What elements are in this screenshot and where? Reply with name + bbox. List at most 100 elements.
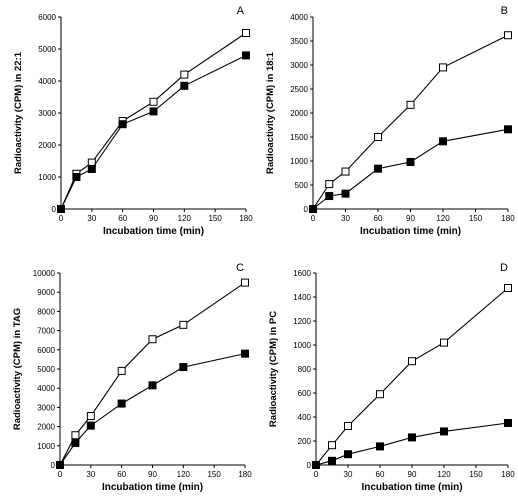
series-line (60, 54, 247, 210)
data-point (344, 450, 352, 459)
series-open-square (57, 29, 250, 213)
series-open-square (56, 278, 249, 469)
data-point (325, 180, 334, 189)
data-point (179, 363, 188, 372)
y-axis-label: Radioactivity (CPM) in TAG (12, 308, 23, 430)
series-filled-square (312, 419, 512, 469)
data-point (374, 164, 382, 173)
data-point (376, 442, 384, 451)
y-tick-label: 7000 (37, 327, 55, 336)
data-point (328, 441, 336, 450)
y-tick-label: 2000 (38, 141, 56, 150)
x-axis-label: Incubation time (min) (102, 482, 203, 493)
series-line (59, 282, 246, 466)
x-tick-label: 0 (314, 470, 319, 479)
panel-label: D (500, 262, 508, 274)
data-point (71, 438, 80, 447)
data-point (148, 335, 157, 344)
data-point (312, 461, 320, 469)
data-point (118, 120, 127, 129)
x-tick-label: 150 (207, 470, 221, 479)
data-point (309, 205, 317, 213)
y-tick-label: 9000 (37, 288, 55, 297)
x-tick-label: 30 (87, 214, 96, 223)
x-tick-label: 90 (148, 470, 157, 479)
x-tick-label: 120 (436, 214, 450, 223)
series-filled-square (56, 349, 249, 469)
y-tick-label: 5000 (37, 365, 55, 374)
x-tick-label: 180 (238, 470, 252, 479)
x-tick-label: 60 (117, 470, 126, 479)
series-line (60, 32, 247, 210)
y-tick-label: 5000 (38, 45, 56, 54)
data-point (341, 189, 350, 198)
data-point (376, 390, 384, 399)
x-tick-label: 0 (311, 214, 316, 223)
x-tick-label: 180 (501, 470, 515, 479)
y-tick-label: 0 (52, 205, 57, 214)
x-tick-label: 60 (376, 470, 385, 479)
chart-panel-D: 0 200 400 600 800 1000 1200 1400 1600 0 30 60 90 120 1… (268, 262, 515, 493)
y-tick-label: 1000 (293, 341, 311, 350)
y-axis-label: Radioactivity (CPM) in 18:1 (265, 51, 276, 174)
y-tick-label: 1600 (293, 269, 311, 278)
data-point (87, 165, 96, 173)
data-point (86, 412, 95, 421)
data-point (408, 433, 416, 442)
y-tick-label: 2000 (37, 423, 55, 432)
chart-panel-A: 0 1000 2000 3000 4000 5000 6000 0 30 60 90 120 150 18… (13, 5, 253, 237)
x-tick-label: 90 (149, 214, 158, 223)
y-tick-label: 1000 (38, 173, 56, 182)
data-point (71, 431, 80, 440)
y-tick-label: 200 (298, 437, 312, 446)
y-axis-label: Radioactivity (CPM) in 22:1 (13, 51, 24, 174)
y-axis-label: Radioactivity (CPM) in PC (268, 311, 279, 427)
y-tick-label: 3500 (290, 37, 308, 46)
data-point (241, 278, 249, 287)
y-tick-label: 0 (307, 461, 312, 470)
y-tick-label: 0 (304, 205, 309, 214)
data-point (149, 97, 158, 106)
data-point (328, 456, 336, 465)
y-tick-label: 2500 (290, 85, 308, 94)
x-tick-label: 30 (344, 470, 353, 479)
series-line (312, 34, 509, 210)
y-tick-label: 3000 (38, 109, 56, 118)
chart-panel-B: 0 500 1000 1500 2000 2500 3000 3500 4000 0 30 60 90 1… (265, 5, 515, 237)
x-tick-label: 120 (437, 470, 451, 479)
y-tick-label: 1400 (293, 293, 311, 302)
data-point (117, 399, 126, 408)
data-point (504, 419, 512, 427)
data-point (56, 461, 64, 469)
data-point (148, 381, 157, 390)
y-tick-label: 400 (298, 413, 312, 422)
data-point (439, 63, 447, 72)
data-point (72, 173, 81, 181)
x-tick-label: 60 (118, 214, 127, 223)
x-tick-label: 0 (59, 214, 64, 223)
data-point (180, 81, 189, 90)
panel-label: A (237, 5, 245, 17)
x-tick-label: 0 (58, 470, 63, 479)
series-open-square (309, 31, 512, 213)
panel-label: B (501, 5, 508, 17)
y-tick-label: 600 (298, 389, 312, 398)
y-tick-label: 1000 (290, 157, 308, 166)
data-point (242, 29, 250, 37)
panel-label: C (236, 262, 244, 274)
data-point (440, 427, 448, 436)
y-tick-label: 1200 (293, 317, 311, 326)
x-tick-label: 180 (239, 214, 253, 223)
x-tick-label: 150 (208, 214, 222, 223)
data-point (180, 70, 189, 79)
y-tick-label: 1000 (37, 442, 55, 451)
chart-panel-C: 0 1000 2000 3000 4000 5000 6000 7000 8000 9000 100… (12, 262, 252, 493)
data-point (504, 31, 512, 40)
x-tick-label: 150 (469, 214, 483, 223)
y-tick-label: 500 (295, 181, 309, 190)
data-point (344, 422, 352, 430)
data-point (440, 338, 448, 347)
data-point (242, 51, 250, 60)
data-point (406, 100, 415, 109)
